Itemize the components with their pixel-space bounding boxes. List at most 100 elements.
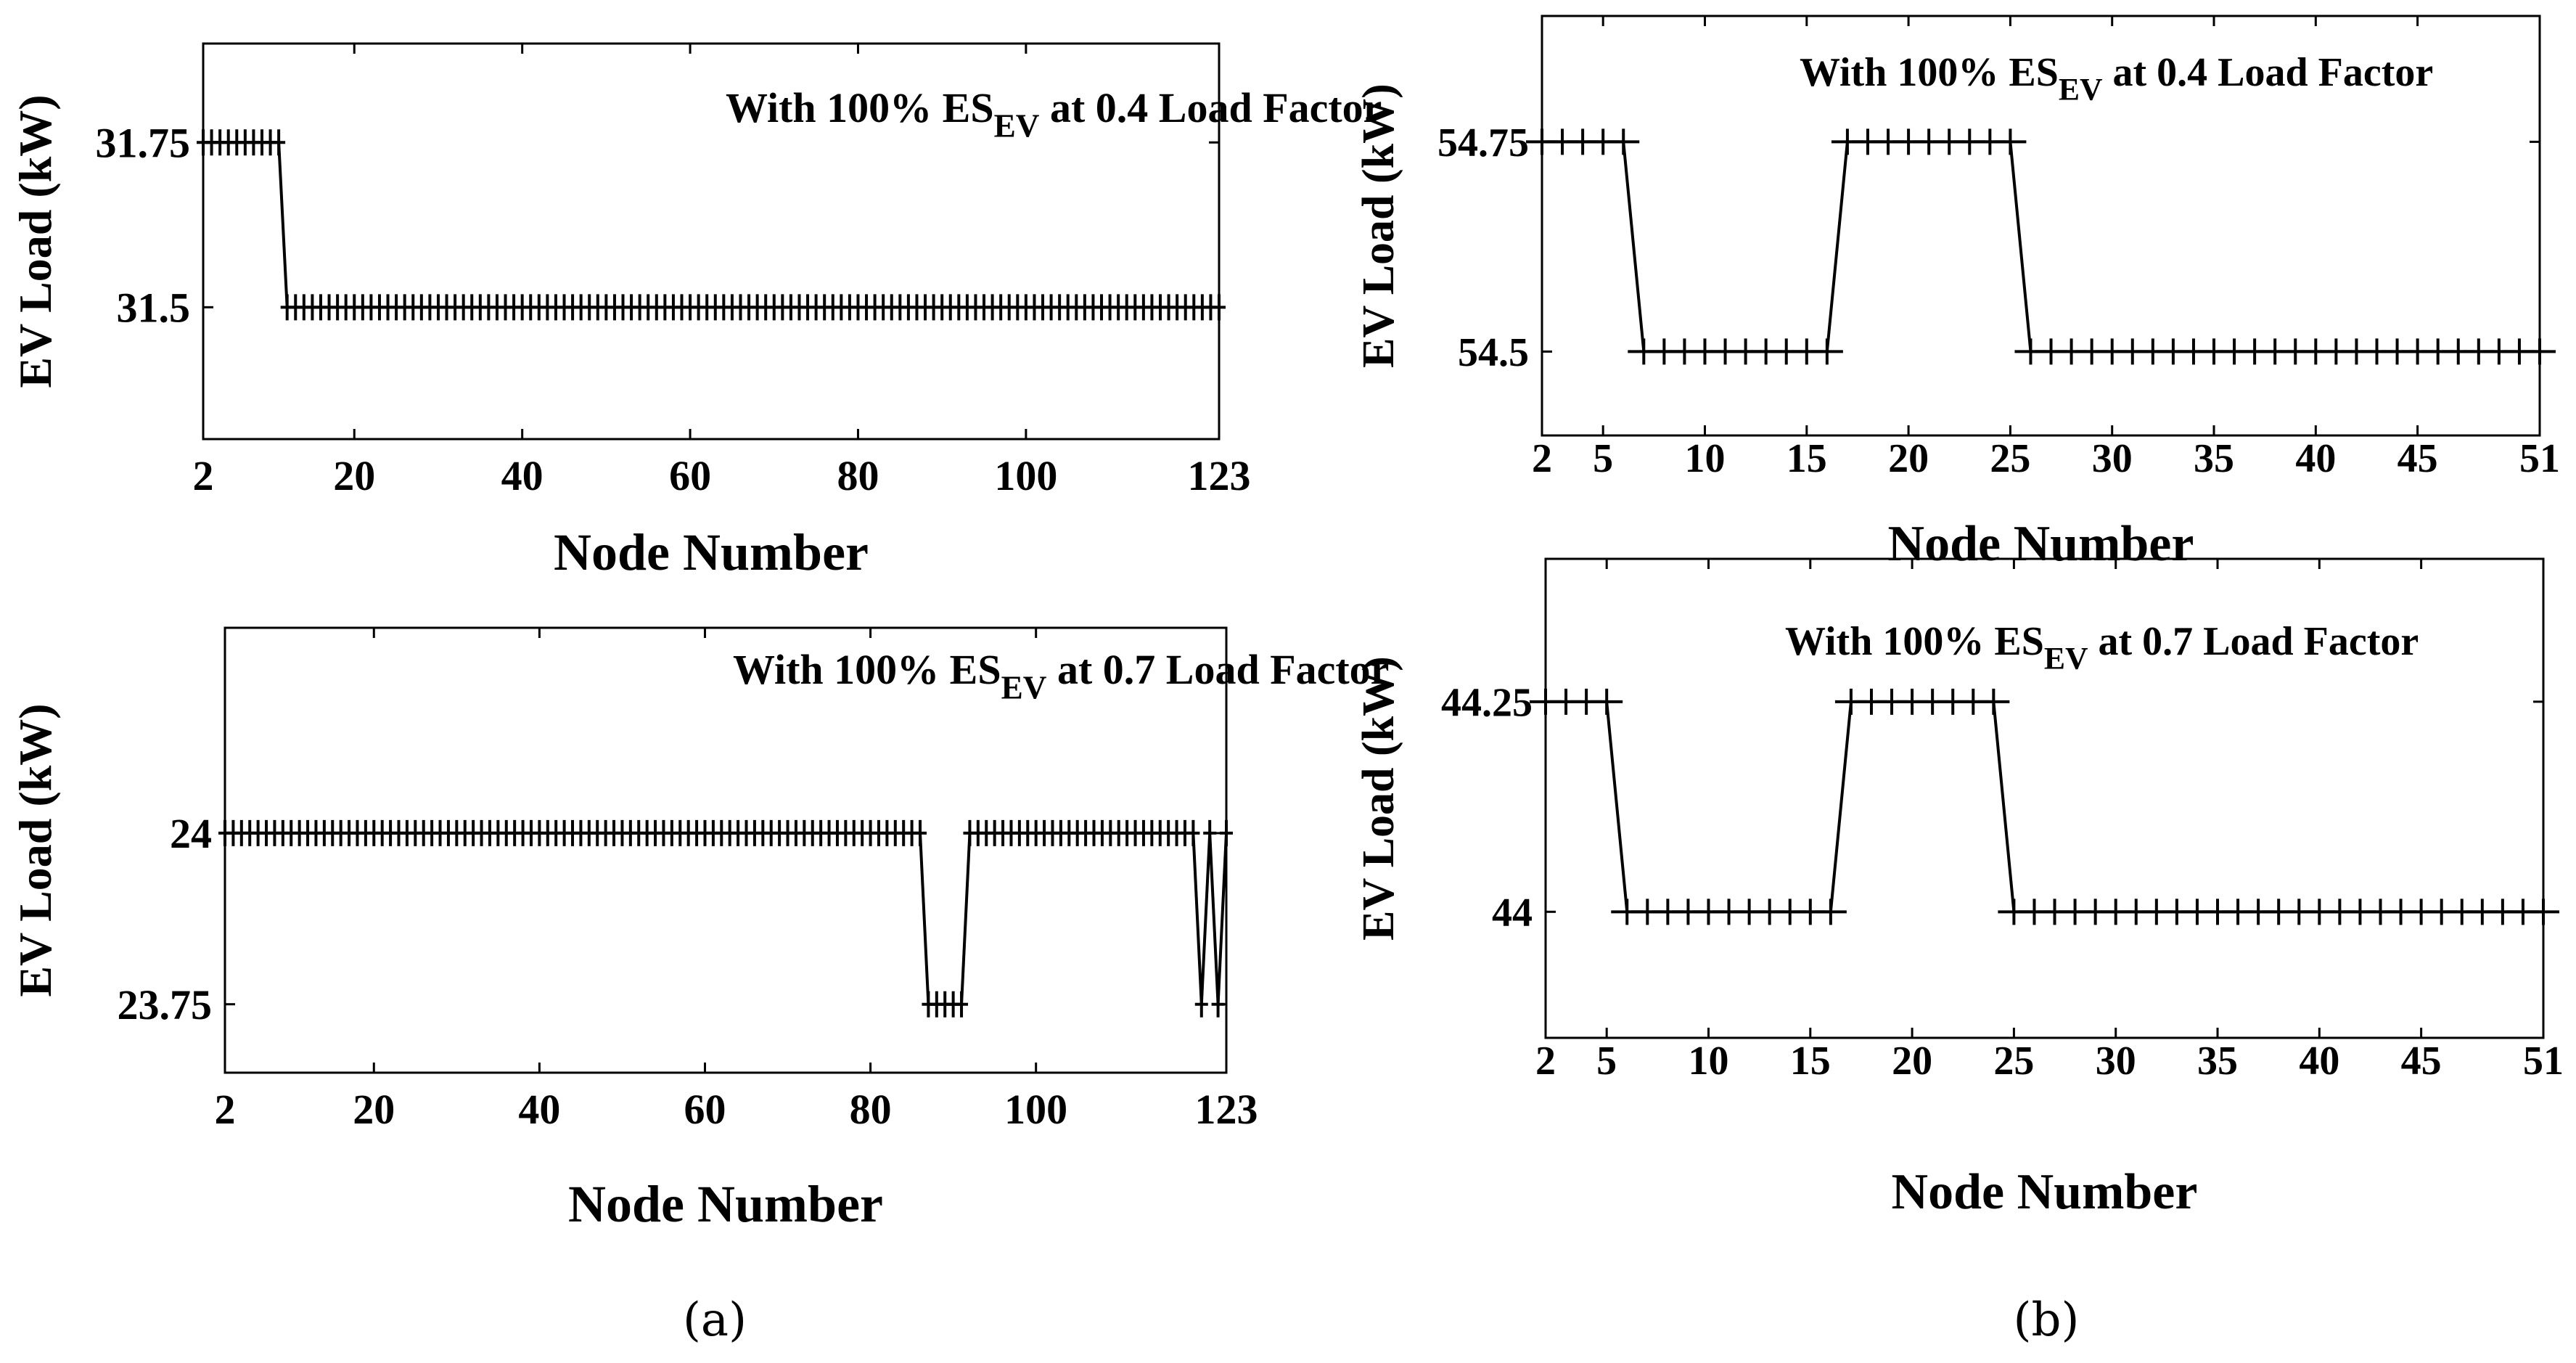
- y-tick-label: 31.75: [96, 120, 191, 167]
- y-axis-label: EV Load (kW): [9, 94, 61, 388]
- chart-title-tail: at 0.7 Load Factor: [1046, 646, 1389, 693]
- chart-title-main: With 100% ES: [1800, 50, 2059, 95]
- chart-title-main: With 100% ES: [1785, 619, 2044, 664]
- x-tick-label: 123: [1195, 1086, 1258, 1133]
- x-tick-label: 100: [994, 452, 1057, 499]
- caption-a: (a): [683, 1293, 747, 1347]
- data-point-marker: [1213, 294, 1226, 321]
- x-tick-label: 20: [353, 1086, 395, 1133]
- data-point-marker: [272, 129, 286, 156]
- x-tick-label: 35: [2194, 436, 2234, 481]
- data-point-marker: [955, 991, 969, 1018]
- x-tick-label: 15: [1787, 436, 1827, 481]
- x-tick-label: 25: [1990, 436, 2030, 481]
- data-point-marker: [1607, 128, 1640, 155]
- chart-bottom-left: 2 20 40 60 80 100 123 23.75 24 Node Number EV Load…: [9, 626, 1389, 1233]
- x-axis-label: Node Number: [568, 1175, 883, 1233]
- x-tick-label: 51: [2523, 1039, 2564, 1084]
- chart-title-subscript: EV: [2044, 642, 2088, 676]
- x-tick-label: 35: [2197, 1039, 2238, 1084]
- x-tick-label: 80: [837, 452, 879, 499]
- data-point-marker: [1194, 991, 1208, 1018]
- x-tick-label: 60: [669, 452, 711, 499]
- data-point-marker: [2527, 899, 2559, 925]
- series-markers: [1530, 688, 2559, 925]
- y-axis-label: EV Load (kW): [9, 703, 61, 996]
- caption-b: (b): [2014, 1293, 2080, 1347]
- data-point-marker: [1591, 688, 1623, 715]
- series-markers: [218, 819, 1233, 1018]
- data-point-marker: [1994, 128, 2027, 155]
- x-tick-label: 20: [1892, 1039, 1932, 1084]
- x-tick-label: 20: [333, 452, 375, 499]
- data-point-marker: [1814, 899, 1847, 925]
- x-axis-label: Node Number: [1892, 1164, 2198, 1220]
- x-tick-label: 123: [1188, 452, 1251, 499]
- y-tick-label: 23.75: [118, 981, 213, 1028]
- chart-title-subscript: EV: [994, 107, 1040, 144]
- x-tick-label: 10: [1684, 436, 1725, 481]
- y-axis-label: EV Load (kW): [1354, 83, 1403, 368]
- plot-frame: [202, 42, 1221, 441]
- y-tick-label: 54.5: [1458, 330, 1529, 375]
- x-tick-label: 60: [684, 1086, 726, 1133]
- x-tick-label: 20: [1888, 436, 1929, 481]
- data-point-marker: [2524, 338, 2556, 365]
- x-tick-label: 40: [2295, 436, 2336, 481]
- plot-frame: [1541, 15, 2541, 437]
- chart-title-tail: at 0.7 Load Factor: [2088, 619, 2419, 664]
- data-point-marker: [1186, 819, 1200, 846]
- x-tick-label: 51: [2519, 436, 2560, 481]
- y-tick-label: 31.5: [117, 285, 191, 332]
- chart-bottom-right: 2 5 10 15 20 25 30 35 40 45 51 44 44.25 Node Number EV…: [1354, 557, 2564, 1220]
- x-tick-label: 45: [2401, 1039, 2442, 1084]
- data-point-marker: [1211, 991, 1225, 1018]
- data-point-marker: [1977, 688, 2010, 715]
- x-tick-label: 2: [215, 1086, 236, 1133]
- chart-title-subscript: EV: [2059, 73, 2103, 107]
- x-tick-label: 30: [2092, 436, 2133, 481]
- chart-title-main: With 100% ES: [733, 646, 1001, 693]
- x-axis-label: Node Number: [1888, 516, 2194, 572]
- x-tick-label: 40: [501, 452, 543, 499]
- chart-title: With 100% ESEV at 0.4 Load Factor: [726, 84, 1382, 144]
- data-point-marker: [1203, 819, 1217, 846]
- x-tick-label: 25: [1993, 1039, 2034, 1084]
- chart-title: With 100% ESEV at 0.4 Load Factor: [1800, 50, 2433, 107]
- x-tick-label: 80: [850, 1086, 892, 1133]
- chart-title: With 100% ESEV at 0.7 Load Factor: [733, 646, 1389, 705]
- series-line: [203, 141, 1219, 309]
- x-tick-label: 15: [1790, 1039, 1831, 1084]
- x-axis-label: Node Number: [554, 523, 869, 581]
- x-tick-label: 45: [2397, 436, 2438, 481]
- x-tick-label: 40: [2299, 1039, 2339, 1084]
- data-point-marker: [1220, 819, 1233, 846]
- chart-top-right: 2 5 10 15 20 25 30 35 40 45 51 54.5 54.75 Node Number…: [1354, 15, 2560, 572]
- plot-frame: [223, 626, 1228, 1074]
- x-tick-label: 2: [1532, 436, 1552, 481]
- x-tick-label: 2: [193, 452, 214, 499]
- y-tick-label: 54.75: [1437, 120, 1529, 165]
- series-markers: [197, 129, 1226, 321]
- y-tick-label: 44: [1492, 891, 1533, 936]
- series-markers: [1526, 128, 2556, 365]
- series-line: [225, 831, 1228, 1006]
- chart-top-left: 2 20 40 60 80 100 123 31.5 31.75 Node Number EV Lo…: [9, 42, 1382, 581]
- data-point-marker: [1810, 338, 1843, 365]
- x-tick-label: 5: [1596, 1039, 1617, 1084]
- y-tick-label: 24: [170, 810, 212, 857]
- chart-title-main: With 100% ES: [726, 84, 994, 131]
- x-tick-label: 30: [2096, 1039, 2136, 1084]
- x-tick-label: 40: [518, 1086, 560, 1133]
- chart-title: With 100% ESEV at 0.7 Load Factor: [1785, 619, 2419, 676]
- series-line: [1542, 140, 2540, 353]
- chart-title-tail: at 0.4 Load Factor: [1039, 84, 1382, 131]
- x-tick-label: 5: [1593, 436, 1613, 481]
- y-tick-label: 44.25: [1441, 680, 1533, 725]
- data-point-marker: [914, 819, 927, 846]
- x-tick-label: 2: [1535, 1039, 1556, 1084]
- chart-title-tail: at 0.4 Load Factor: [2103, 50, 2434, 95]
- x-tick-label: 10: [1688, 1039, 1728, 1084]
- y-axis-label: EV Load (kW): [1354, 656, 1403, 941]
